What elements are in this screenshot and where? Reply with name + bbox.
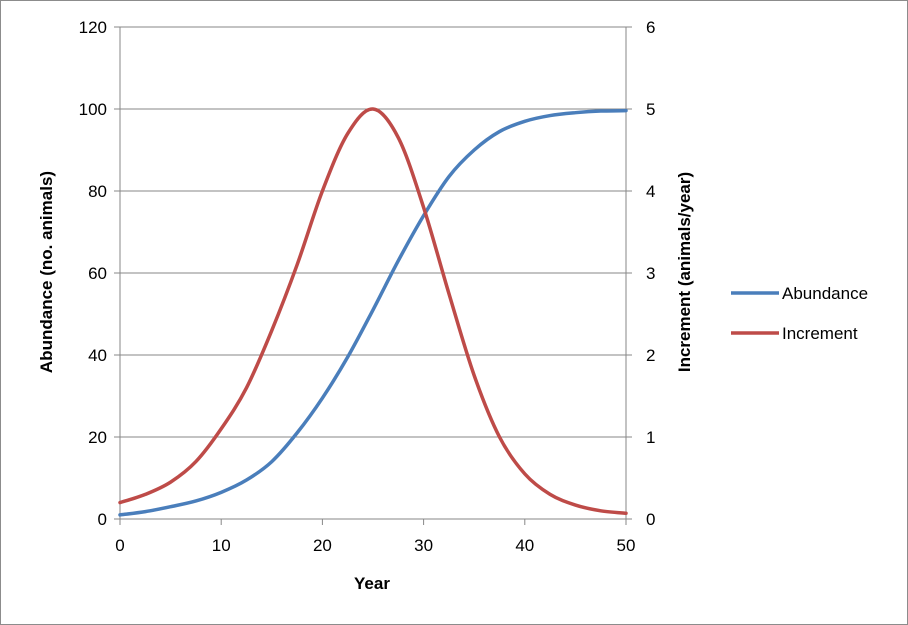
series-lines — [118, 107, 628, 517]
legend-label-increment: Increment — [782, 324, 858, 343]
y-left-axis-title: Abundance (no. animals) — [37, 171, 56, 373]
y-right-tick-label: 0 — [646, 510, 655, 529]
y-right-axis-title: Increment (animals/year) — [675, 172, 694, 372]
legend: Abundance Increment — [731, 284, 868, 343]
y-right-tick-label: 3 — [646, 264, 655, 283]
x-tick-label: 20 — [313, 536, 332, 555]
y-right-tick-label: 2 — [646, 346, 655, 365]
y-left-tick-label: 80 — [88, 182, 107, 201]
y-right-tick-labels: 0 1 2 3 4 5 6 — [646, 18, 655, 529]
y-left-tick-label: 120 — [79, 18, 107, 37]
y-right-tick-label: 1 — [646, 428, 655, 447]
y-right-tick-label: 4 — [646, 182, 655, 201]
x-tick-label: 0 — [115, 536, 124, 555]
y-left-tick-labels: 0 20 40 60 80 100 120 — [79, 18, 107, 529]
series-line-abundance — [118, 108, 628, 517]
x-tick-label: 30 — [414, 536, 433, 555]
y-left-tick-label: 40 — [88, 346, 107, 365]
y-left-tick-label: 0 — [98, 510, 107, 529]
x-axis-title: Year — [354, 574, 390, 593]
x-tick-labels: 0 10 20 30 40 50 — [115, 536, 635, 555]
axes — [114, 26, 632, 525]
y-right-tick-label: 6 — [646, 18, 655, 37]
legend-label-abundance: Abundance — [782, 284, 868, 303]
x-tick-label: 40 — [515, 536, 534, 555]
gridlines — [120, 26, 626, 438]
x-tick-label: 10 — [212, 536, 231, 555]
series-line-increment — [118, 107, 628, 516]
y-left-tick-label: 100 — [79, 100, 107, 119]
y-right-tick-label: 5 — [646, 100, 655, 119]
x-tick-label: 50 — [617, 536, 636, 555]
y-left-tick-label: 20 — [88, 428, 107, 447]
y-left-tick-label: 60 — [88, 264, 107, 283]
